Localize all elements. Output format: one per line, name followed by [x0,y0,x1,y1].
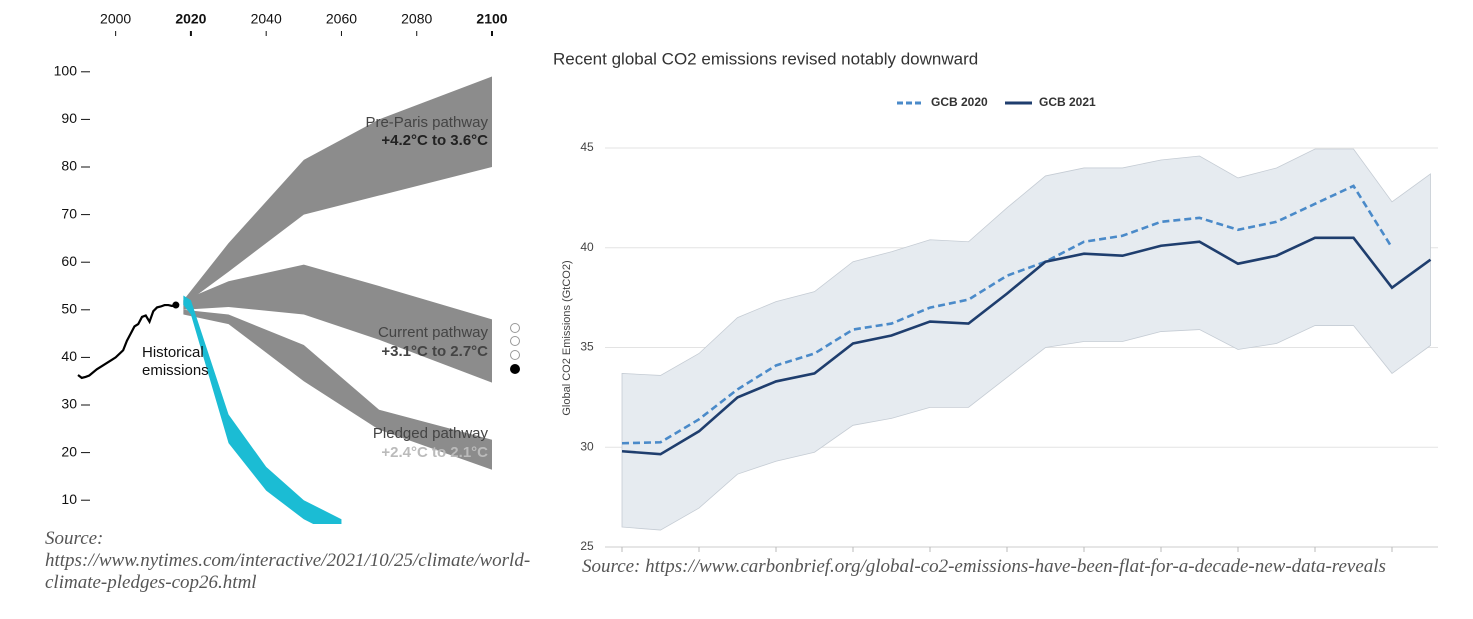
pager [510,323,520,374]
y-tick-label: 40 [580,240,594,254]
x-tick-label: 2040 [251,11,282,27]
y-tick-label: 45 [580,140,594,154]
band-label: Current pathway [378,324,489,341]
series-line [621,184,1394,445]
series-line [621,236,1432,456]
band-range: +2.4°C to 2.1°C [381,444,488,461]
pager-dot[interactable] [510,350,520,360]
y-tick-label: 20 [61,443,77,459]
x-tick-label: 2000 [100,11,131,27]
y-tick-label: 35 [580,340,594,354]
y-tick-label: 60 [61,253,77,269]
y-tick-label: 90 [61,110,77,126]
legend-label: GCB 2021 [1039,95,1096,109]
y-axis-label: Global CO2 Emissions (GtCO2) [561,260,573,415]
x-tick-label: 2060 [326,11,357,27]
y-tick-label: 30 [61,396,77,412]
y-tick-label: 40 [61,348,77,364]
y-tick-label: 70 [61,205,77,221]
uncertainty-band [621,148,1431,531]
band [183,264,492,383]
source: Source: https://www.nytimes.com/interact… [45,528,531,593]
x-tick-label: 2080 [401,11,432,27]
history-end [172,301,180,309]
y-tick-label: 25 [580,539,594,553]
fan-plot [77,76,492,524]
band-label: Pre-Paris pathway [365,114,488,131]
y-tick-label: 80 [61,158,77,174]
band [183,309,492,470]
chart-title: Recent global CO2 emissions revised nota… [553,49,978,68]
band [183,76,492,306]
y-tick-label: 50 [61,301,77,317]
legend-label: GCB 2020 [931,95,988,109]
y-tick-label: 100 [54,63,78,79]
pager-dot[interactable] [510,323,520,333]
y-tick-label: 30 [580,439,594,453]
band [183,295,342,524]
x-tick-label: 2020 [175,11,206,27]
source: Source: https://www.carbonbrief.org/glob… [582,556,1386,577]
band-range: +4.2°C to 3.6°C [381,132,488,149]
band-label: Pledged pathway [373,425,489,442]
pager-dot[interactable] [510,364,520,374]
series-label: Historical emissions [142,344,209,379]
band-range: +3.1°C to 2.7°C [381,343,488,360]
history-line [77,303,177,380]
x-tick-label: 2100 [476,11,507,27]
line-plot: 25 30 35 40 45 GCB 2020 GCB 2021 [580,95,1438,553]
y-tick-label: 10 [61,491,77,507]
pager-dot[interactable] [510,336,520,346]
